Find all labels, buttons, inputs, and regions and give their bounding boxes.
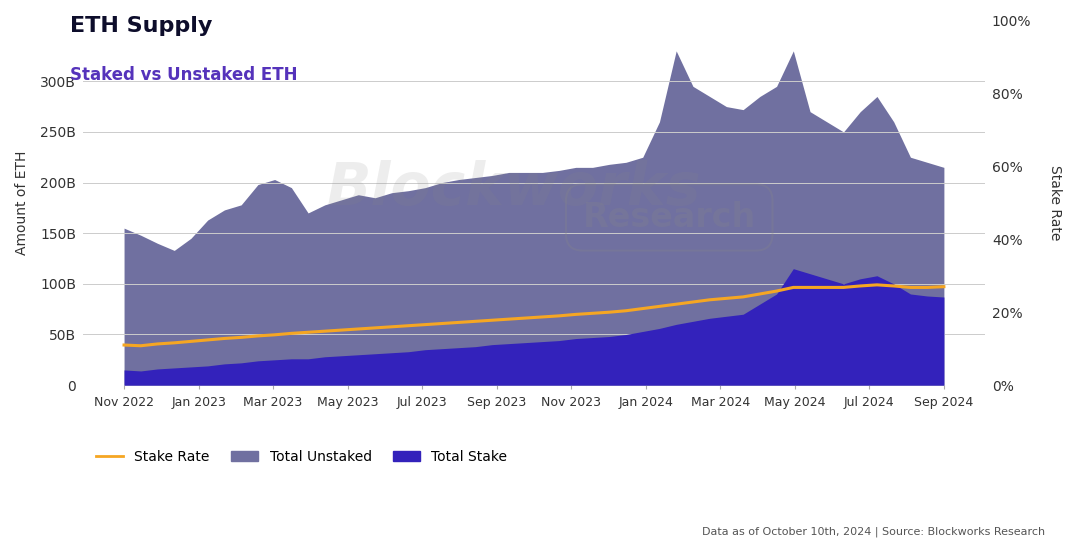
Text: Research: Research: [583, 201, 756, 234]
Y-axis label: Stake Rate: Stake Rate: [1048, 165, 1062, 241]
Text: Data as of October 10th, 2024 | Source: Blockworks Research: Data as of October 10th, 2024 | Source: …: [701, 527, 1045, 537]
Y-axis label: Amount of ETH: Amount of ETH: [15, 151, 29, 255]
Text: ETH Supply: ETH Supply: [70, 16, 212, 36]
Text: Blockworks: Blockworks: [326, 159, 701, 216]
Text: Staked vs Unstaked ETH: Staked vs Unstaked ETH: [70, 66, 297, 84]
Legend: Stake Rate, Total Unstaked, Total Stake: Stake Rate, Total Unstaked, Total Stake: [90, 444, 513, 469]
